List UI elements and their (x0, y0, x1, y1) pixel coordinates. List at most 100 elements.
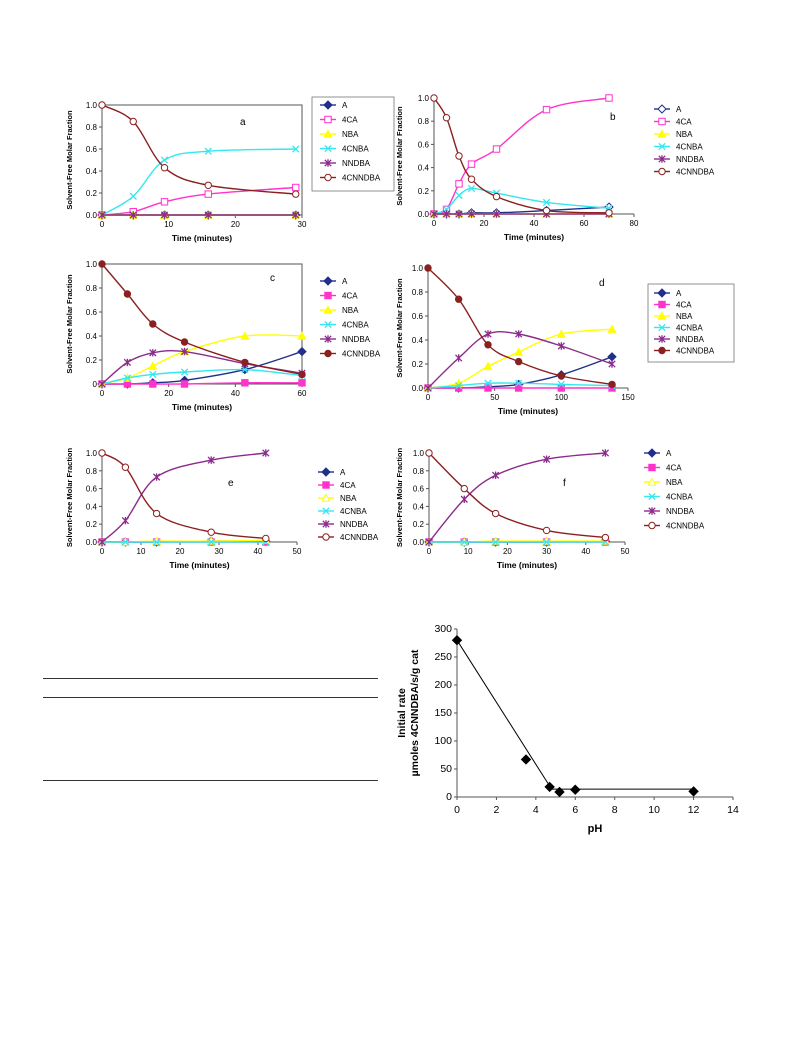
y-tick-label: 0.2 (412, 360, 424, 369)
legend-label: 4CNBA (666, 493, 693, 502)
data-point (98, 101, 106, 109)
data-point (455, 354, 463, 362)
series-4cnndba (424, 264, 616, 389)
data-point (491, 509, 500, 518)
legend-label: A (342, 277, 348, 286)
legend-item: 4CNNDBA (320, 350, 381, 359)
data-point (514, 384, 523, 392)
legend-item: NBA (654, 311, 693, 321)
series-nndba (425, 449, 610, 546)
legend-label: A (666, 449, 672, 458)
data-point (557, 342, 565, 350)
x-tick-label: 50 (621, 547, 630, 556)
data-point (557, 380, 565, 389)
data-point (601, 449, 610, 457)
x-tick-label: 20 (503, 547, 512, 556)
y-tick-label: 0.2 (86, 520, 98, 529)
legend-marker (324, 335, 332, 343)
data-point (129, 192, 137, 200)
data-point (241, 358, 249, 367)
data-point (492, 210, 501, 218)
chart-panel-d: 0 50 100 150 0.0 0.2 0.4 0.6 0.8 1.0 Time (minutes… (392, 258, 782, 423)
legend-marker (658, 300, 666, 309)
chart-panel-ph: 0 2 4 6 8 10 12 14 0 50 100 150 200 250 300 pH Initial r… (385, 615, 780, 850)
legend-item: 4CNBA (320, 145, 369, 154)
data-point (484, 379, 492, 387)
data-point (129, 211, 137, 219)
data-point (123, 374, 132, 382)
data-point (484, 330, 492, 338)
trend-line (456, 639, 553, 790)
x-tick-label: 20 (480, 219, 489, 228)
x-tick-label: 20 (164, 389, 173, 398)
legend-marker (657, 311, 667, 320)
data-point (298, 370, 306, 379)
series-4cnndba (430, 94, 613, 217)
series-4cnba (425, 538, 610, 546)
data-point (98, 380, 106, 388)
chart-e-svg: 0 10 20 30 40 50 0.0 0.2 0.4 0.6 0.8 1.0 Time (minut… (65, 447, 379, 570)
series-4cnndba (98, 260, 306, 379)
data-point (160, 156, 169, 164)
data-point (605, 209, 613, 217)
series-4cnndba (425, 449, 610, 542)
x-tick-label: 2 (494, 804, 500, 816)
legend-item: 4CA (320, 116, 358, 125)
x-tick-label: 10 (164, 220, 173, 229)
legend-item: NBA (320, 305, 359, 315)
x-tick-label: 10 (464, 547, 473, 556)
table-top-rule (43, 678, 378, 679)
data-point (467, 175, 476, 183)
legend-marker (658, 323, 666, 332)
data-point (492, 145, 501, 153)
x-tick-label: 0 (100, 547, 105, 556)
y-axis-label: Solvent-Free Molar Fraction (395, 106, 404, 206)
legend-item: 4CNNDBA (654, 347, 715, 356)
legend-label: NBA (340, 494, 357, 503)
y-axis-label: µmoles 4CNNDBA/s/g cat (409, 649, 421, 776)
legend-label: NNDBA (342, 335, 371, 344)
y-tick-label: 0.2 (86, 189, 98, 198)
x-tick-label: 0 (432, 219, 437, 228)
data-point (442, 210, 451, 218)
y-tick-label: 1.0 (86, 101, 98, 110)
legend-item: A (644, 448, 672, 458)
data-point (298, 379, 306, 387)
legend-item: 4CNBA (654, 324, 703, 333)
legend-marker (322, 481, 330, 489)
panel-label: a (240, 117, 246, 128)
y-tick-label: 0.4 (86, 332, 98, 341)
data-point (149, 320, 157, 328)
legend-marker (323, 100, 333, 110)
x-axis-label: Time (minutes) (504, 232, 564, 242)
y-tick-label: 0.8 (86, 284, 98, 293)
data-point (98, 211, 106, 219)
data-point (207, 538, 215, 546)
legend-marker (324, 159, 332, 167)
x-tick-label: 8 (612, 804, 618, 816)
x-axis-label: Time (minutes) (497, 560, 557, 570)
data-point (451, 634, 463, 646)
y-tick-label: 1.0 (86, 449, 98, 458)
y-tick-label: 150 (434, 707, 452, 719)
y-tick-label: 0.4 (412, 336, 424, 345)
data-point (455, 152, 463, 160)
legend-item: 4CNNDBA (644, 522, 705, 531)
data-point (98, 260, 106, 268)
data-point (292, 183, 300, 192)
data-point (149, 370, 157, 379)
data-point (292, 145, 300, 153)
legend-marker (324, 173, 332, 182)
data-point (204, 190, 212, 198)
data-point (292, 211, 300, 219)
y-tick-label: 0.0 (413, 538, 425, 547)
y-tick-label: 200 (434, 679, 452, 691)
series-4cnba (98, 145, 300, 219)
y-axis-label: Solvent-Free Molar Fraction (65, 447, 74, 547)
data-point (554, 786, 565, 798)
y-tick-label: 1.0 (413, 449, 425, 458)
data-point (160, 198, 169, 206)
chart-panel-f: 0 10 20 30 40 50 0.0 0.2 0.4 0.6 0.8 1.0 Time (minut… (392, 445, 782, 610)
legend-marker (324, 320, 332, 329)
data-point (483, 361, 493, 371)
